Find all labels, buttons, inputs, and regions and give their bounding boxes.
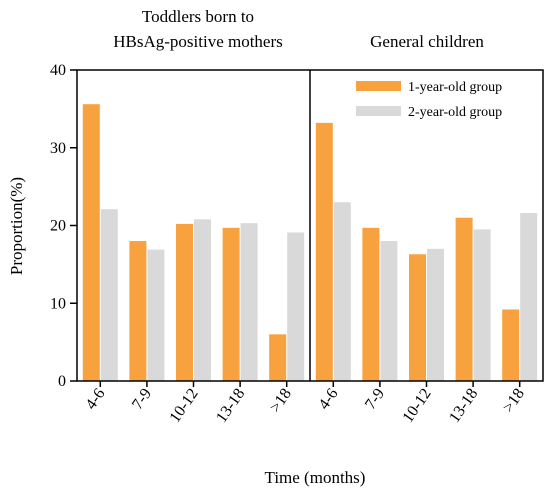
y-axis-label: Proportion(%) [7,177,26,275]
bar-general-2yr [473,229,491,381]
bar-general-1yr [362,227,380,381]
y-tick-label: 40 [50,62,66,79]
bar-toddlers-2yr [287,232,305,381]
panel-title-left-line-1: Toddlers born to [142,7,254,26]
bar-general-1yr [315,122,333,382]
bar-toddlers-2yr [100,209,118,381]
bar-toddlers-1yr [269,334,287,381]
bar-toddlers-1yr [129,241,147,381]
bar-general-1yr [455,217,473,381]
panel-title-left-line-2: HBsAg-positive mothers [113,32,283,51]
x-tick-label: 13-18 [213,386,248,426]
legend-swatch-1-year-old-group [356,81,401,91]
x-tick-label: >18 [267,386,295,416]
bar-toddlers-1yr [82,104,100,382]
x-tick-label: >18 [500,386,528,416]
bar-toddlers-2yr [147,249,165,381]
bar-general-2yr [380,241,398,381]
x-tick-label: 13-18 [446,386,481,426]
bar-toddlers-1yr [176,223,193,381]
panel-title-right: General children [370,32,484,51]
x-tick-label: 4-6 [315,386,341,413]
legend-label-1-year-old-group: 1-year-old group [408,80,502,95]
bar-toddlers-1yr [222,227,240,381]
y-tick-label: 10 [50,295,66,312]
x-tick-label: 7-9 [129,386,155,413]
x-tick-label: 7-9 [362,386,388,413]
bar-general-2yr [427,248,444,381]
x-axis-label: Time (months) [265,468,366,487]
bar-toddlers-2yr [240,223,258,381]
y-tick-label: 30 [50,140,66,157]
legend: 1-year-old group 2-year-old group [356,80,502,120]
x-tick-label: 4-6 [82,386,108,413]
x-tick-label: 10-12 [399,386,434,426]
x-tick-label: 10-12 [166,386,201,426]
y-tick-label: 0 [58,373,66,390]
bar-toddlers-2yr [194,219,211,381]
y-tick-label: 20 [50,218,66,235]
bar-general-1yr [502,309,520,381]
legend-label-2-year-old-group: 2-year-old group [408,105,502,120]
legend-swatch-2-year-old-group [356,106,401,116]
bar-general-2yr [520,213,538,381]
bar-general-2yr [333,202,351,381]
bar-general-1yr [409,254,426,381]
